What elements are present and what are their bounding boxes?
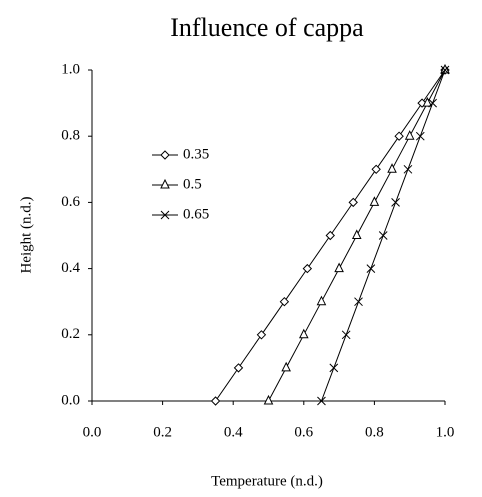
marker (428, 98, 437, 108)
legend-label: 0.5 (183, 176, 202, 192)
marker (351, 229, 362, 239)
legend-marker (160, 150, 170, 160)
marker (341, 330, 351, 340)
marker (378, 231, 388, 240)
marker (302, 263, 313, 274)
chart-title: Influence of cappa (170, 13, 364, 42)
y-tick-label: 0.0 (61, 392, 80, 408)
marker (404, 130, 415, 140)
marker (316, 295, 327, 306)
y-tick-label: 0.2 (61, 326, 80, 342)
x-tick-label: 0.8 (365, 424, 384, 440)
marker (440, 65, 450, 75)
marker (369, 196, 380, 206)
marker (394, 131, 404, 141)
marker (371, 164, 381, 175)
x-tick-label: 0.0 (83, 424, 102, 440)
marker (440, 63, 450, 74)
x-tick-label: 0.4 (224, 424, 243, 440)
marker (387, 163, 397, 173)
x-tick-label: 0.2 (153, 424, 172, 440)
x-axis-label: Temperature (n.d.) (211, 473, 323, 489)
y-tick-label: 0.6 (61, 194, 80, 210)
y-tick-label: 0.4 (61, 260, 80, 276)
y-axis-label: Height (n.d.) (18, 196, 34, 273)
legend-label: 0.65 (183, 206, 209, 222)
marker (422, 96, 433, 107)
marker (366, 264, 376, 273)
marker (279, 296, 290, 307)
marker (281, 361, 291, 372)
marker (317, 396, 326, 406)
marker (256, 330, 267, 340)
marker (348, 197, 358, 208)
x-tick-label: 1.0 (436, 424, 455, 440)
marker (354, 297, 363, 307)
legend-marker (160, 178, 170, 189)
marker (329, 363, 339, 373)
marker (391, 198, 400, 207)
marker (415, 131, 425, 141)
y-tick-label: 0.8 (61, 128, 80, 144)
marker (334, 262, 344, 273)
marker (325, 230, 335, 241)
marker (403, 164, 413, 174)
marker (298, 328, 309, 339)
marker (263, 394, 274, 405)
x-tick-label: 0.6 (294, 424, 313, 440)
marker (210, 396, 221, 406)
legend-marker (160, 210, 170, 220)
marker (233, 363, 244, 373)
y-tick-label: 1.0 (61, 61, 80, 77)
legend-label: 0.35 (183, 146, 209, 162)
